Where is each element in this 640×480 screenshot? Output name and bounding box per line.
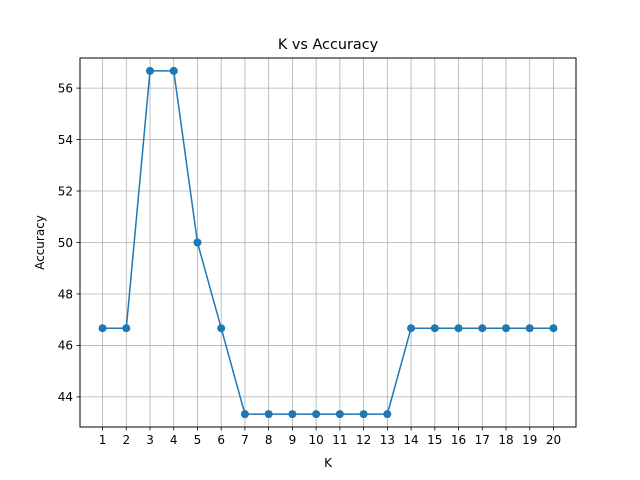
accuracy-series	[98, 66, 558, 419]
y-tick-label: 48	[58, 287, 73, 301]
data-point	[240, 410, 249, 419]
data-point	[407, 324, 416, 333]
x-tick-label: 17	[475, 433, 490, 447]
data-point	[430, 324, 439, 333]
data-point	[383, 410, 392, 419]
x-tick-label: 6	[217, 433, 225, 447]
data-point	[264, 410, 273, 419]
x-tick-label: 1	[99, 433, 107, 447]
data-point	[525, 324, 534, 333]
data-point	[549, 324, 558, 333]
y-tick-label: 54	[58, 133, 73, 147]
y-tick-label: 44	[58, 390, 73, 404]
data-point	[454, 324, 463, 333]
data-point	[335, 410, 344, 419]
x-tick-label: 15	[427, 433, 442, 447]
grid-lines	[80, 58, 576, 427]
data-point	[478, 324, 487, 333]
x-tick-label: 19	[522, 433, 537, 447]
data-point	[122, 324, 131, 333]
x-tick-label: 4	[170, 433, 178, 447]
x-axis-ticks: 1 2 3 4 5 6 7 8 9 10 11 12 13 14 15 16 17 18 19 20	[99, 427, 561, 447]
y-axis-label: Accuracy	[33, 215, 47, 270]
data-point	[501, 324, 510, 333]
x-tick-label: 9	[289, 433, 297, 447]
x-axis-label: K	[324, 456, 333, 470]
data-point	[359, 410, 368, 419]
data-point	[217, 324, 226, 333]
y-tick-label: 52	[58, 184, 73, 198]
x-tick-label: 13	[380, 433, 395, 447]
y-tick-label: 50	[58, 236, 73, 250]
x-tick-label: 5	[194, 433, 202, 447]
x-tick-label: 10	[308, 433, 323, 447]
chart-title: K vs Accuracy	[278, 37, 379, 53]
y-tick-label: 56	[58, 81, 73, 95]
data-point	[288, 410, 297, 419]
y-tick-label: 46	[58, 339, 73, 353]
x-tick-label: 2	[122, 433, 130, 447]
data-point	[146, 66, 155, 75]
x-tick-label: 8	[265, 433, 273, 447]
y-axis-ticks: 44 46 48 50 52 54 56	[58, 81, 80, 404]
x-tick-label: 7	[241, 433, 249, 447]
data-point	[169, 66, 178, 75]
data-point	[312, 410, 321, 419]
x-tick-label: 12	[356, 433, 371, 447]
x-tick-label: 16	[451, 433, 466, 447]
x-tick-label: 14	[403, 433, 418, 447]
data-point	[98, 324, 107, 333]
x-tick-label: 11	[332, 433, 347, 447]
data-point	[193, 238, 202, 247]
x-tick-label: 20	[546, 433, 561, 447]
x-tick-label: 18	[498, 433, 513, 447]
x-tick-label: 3	[146, 433, 154, 447]
